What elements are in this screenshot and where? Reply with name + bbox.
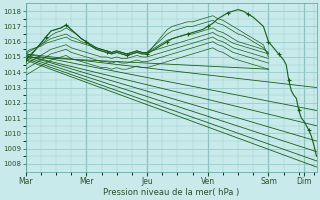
- X-axis label: Pression niveau de la mer( hPa ): Pression niveau de la mer( hPa ): [103, 188, 239, 197]
